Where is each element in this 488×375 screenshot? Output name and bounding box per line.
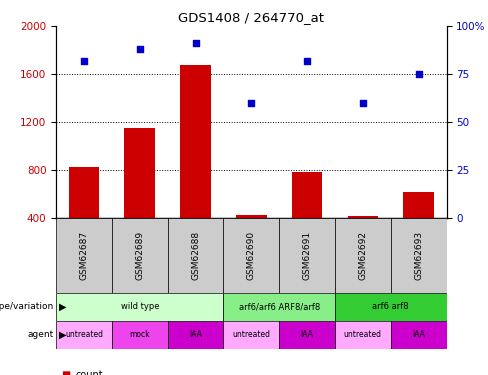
Point (303, 58, 311, 64)
Bar (56, 217, 112, 292)
Text: GSM62688: GSM62688 (191, 230, 200, 280)
Point (192, 40, 200, 46)
Text: untreated: untreated (232, 330, 270, 339)
Text: wild type: wild type (121, 302, 159, 311)
Text: ▶: ▶ (59, 302, 66, 312)
Point (136, 46, 143, 52)
Text: GSM62691: GSM62691 (303, 230, 312, 280)
Title: GDS1408 / 264770_at: GDS1408 / 264770_at (178, 11, 325, 24)
Point (80, 58, 88, 64)
Text: GSM62689: GSM62689 (135, 230, 144, 280)
Bar (335, 321, 391, 349)
Bar (236, 215, 266, 217)
Text: agent: agent (27, 330, 54, 339)
Bar (279, 321, 335, 349)
Bar (292, 172, 323, 217)
Bar (335, 217, 391, 292)
Text: IAA: IAA (301, 330, 314, 339)
Bar (279, 217, 335, 292)
Bar (168, 321, 224, 349)
Bar (335, 292, 447, 321)
Bar (224, 217, 279, 292)
Text: arf6/arf6 ARF8/arf8: arf6/arf6 ARF8/arf8 (239, 302, 320, 311)
Bar (112, 217, 168, 292)
Text: ■: ■ (61, 370, 70, 375)
Text: GSM62690: GSM62690 (247, 230, 256, 280)
Bar (347, 216, 378, 217)
Text: count: count (76, 370, 103, 375)
Bar (224, 292, 335, 321)
Bar (124, 128, 155, 218)
Text: untreated: untreated (65, 330, 103, 339)
Bar (224, 321, 279, 349)
Text: arf6 arf8: arf6 arf8 (372, 302, 409, 311)
Bar (112, 321, 168, 349)
Text: GSM62692: GSM62692 (358, 231, 367, 279)
Bar (403, 192, 434, 217)
Bar (69, 167, 100, 217)
Point (415, 71, 423, 77)
Point (247, 100, 255, 106)
Point (359, 100, 367, 106)
Bar (180, 64, 211, 218)
Text: IAA: IAA (189, 330, 202, 339)
Text: mock: mock (129, 330, 150, 339)
Text: IAA: IAA (412, 330, 425, 339)
Text: GSM62693: GSM62693 (414, 230, 423, 280)
Text: genotype/variation: genotype/variation (0, 302, 54, 311)
Text: ▶: ▶ (59, 330, 66, 340)
Text: untreated: untreated (344, 330, 382, 339)
Bar (56, 321, 112, 349)
Bar (391, 321, 447, 349)
Text: GSM62687: GSM62687 (80, 230, 88, 280)
Bar (168, 217, 224, 292)
Bar (56, 292, 224, 321)
Bar (391, 217, 447, 292)
